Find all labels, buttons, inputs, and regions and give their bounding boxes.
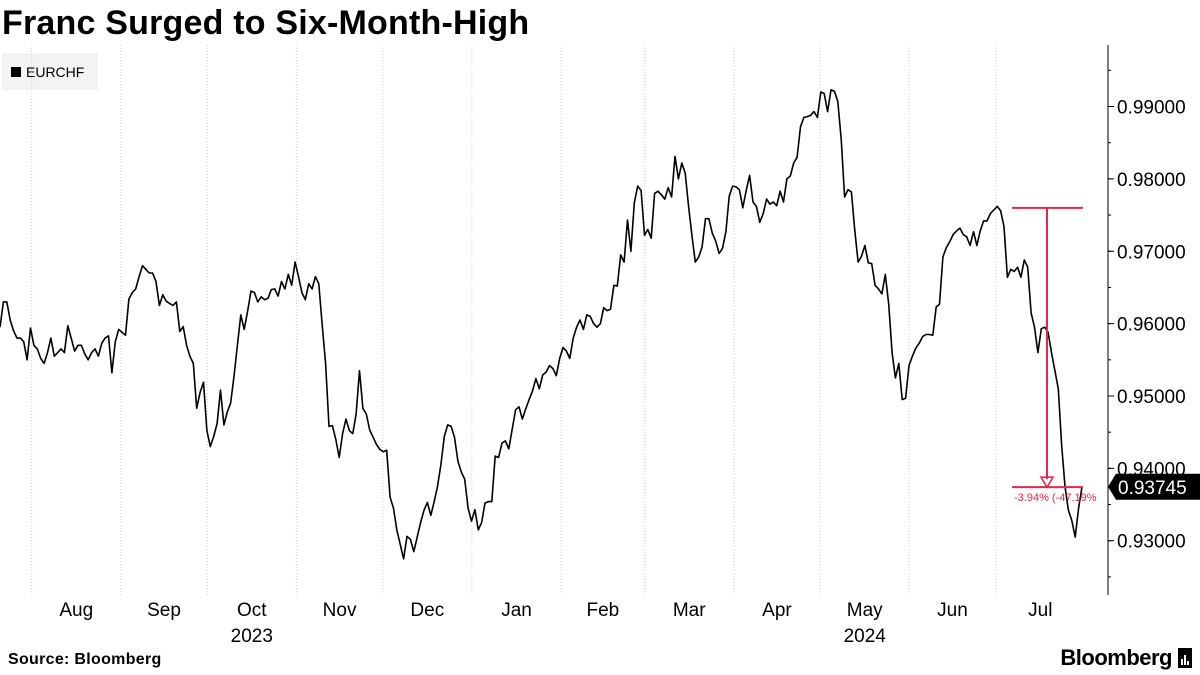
grid-layer: [31, 45, 997, 595]
x-tick-label: Jan: [501, 600, 532, 621]
series-line-eurchf: [0, 89, 1083, 560]
x-tick-label: Sep: [147, 600, 181, 621]
x-tick-label: May: [847, 600, 883, 621]
last-value-label: 0.93745: [1118, 478, 1187, 499]
x-tick-label: Dec: [410, 600, 444, 621]
x-tick-label: Apr: [762, 600, 792, 621]
footer-source: Source: Bloomberg: [8, 651, 162, 668]
chart-title: Franc Surged to Six-Month-High: [2, 4, 530, 42]
annotation-label: -3.94% (-47.19%: [1014, 492, 1097, 504]
y-tick-label: 0.97000: [1117, 242, 1186, 263]
x-tick-label: Oct: [237, 600, 267, 621]
label-layer: 0.93745: [1108, 473, 1200, 500]
legend-label: EURCHF: [26, 63, 85, 80]
x-tick-label: Jul: [1028, 600, 1052, 621]
x-tick-label: Feb: [586, 600, 619, 621]
x-tick-label: Mar: [673, 600, 706, 621]
y-tick-label: 0.95000: [1117, 387, 1186, 408]
legend: EURCHF: [2, 53, 98, 90]
axis-layer: Aug Sep Oct Nov Dec Jan Feb Mar Apr May Jun Jul 2023…: [59, 45, 1186, 647]
bloomberg-mark-icon: [1178, 648, 1192, 668]
legend-swatch: [11, 66, 21, 77]
x-year-label: 2024: [844, 626, 887, 647]
x-tick-label: Aug: [59, 600, 93, 621]
x-tick-label: Nov: [323, 600, 357, 621]
y-tick-label: 0.96000: [1117, 315, 1186, 336]
annotation-layer: -3.94% (-47.19%: [1012, 206, 1097, 504]
line-layer: [0, 89, 1083, 560]
x-tick-label: Jun: [937, 600, 968, 621]
y-tick-label: 0.99000: [1117, 98, 1186, 119]
bloomberg-logo: Bloomberg: [1060, 645, 1192, 671]
brand-wordmark: Bloomberg: [1060, 645, 1172, 670]
annotation-arrowhead: [1039, 476, 1055, 489]
y-tick-label: 0.98000: [1117, 170, 1186, 191]
x-year-label: 2023: [231, 626, 273, 647]
y-tick-label: 0.93000: [1117, 532, 1186, 553]
last-value-tag: [1108, 473, 1200, 500]
